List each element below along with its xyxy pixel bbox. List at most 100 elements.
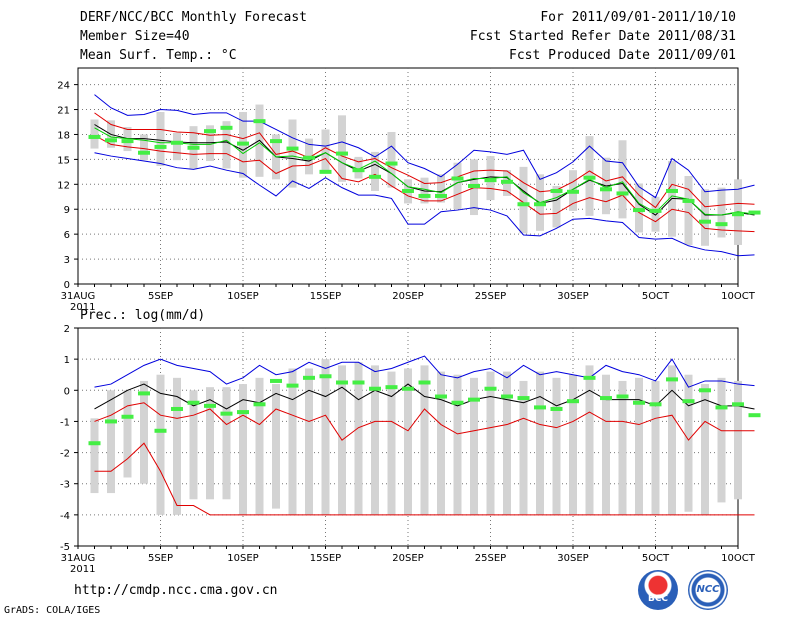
temp-observed-marker [715,222,728,227]
prec-ensemble-box [404,368,412,515]
temp-ensemble-box [437,174,445,203]
prec-ytick-label: -5 [60,542,70,553]
prec-observed-marker [583,375,596,380]
prec-observed-marker [237,410,249,415]
ncc-logo: NCC [688,570,728,610]
temp-ensemble-box [552,185,561,228]
temp-observed-marker [253,119,266,124]
temp-observed-marker [369,174,381,179]
temp-observed-marker [319,169,332,174]
prec-ensemble-box [437,371,445,515]
temp-xtick-label: 30SEP [557,291,588,302]
prec-xtick-label: 20SEP [392,553,423,564]
prec-observed-marker [633,400,645,405]
prec-ensemble-box [354,362,363,515]
temp-observed-marker [600,187,612,192]
prec-ensemble-box [123,390,132,478]
prec-ensemble-box [321,359,330,515]
temp-observed-marker [583,175,596,180]
prec-observed-marker [385,385,398,390]
prec-ensemble-box [371,365,379,515]
prec-ensemble-box [503,371,511,515]
prec-max-line [94,355,755,388]
prec-ensemble-box [668,365,676,515]
prec-xtick-label: 30SEP [557,553,588,564]
prec-observed-marker [369,386,381,391]
temp-observed-marker [666,188,678,193]
temp-observed-marker [633,208,645,213]
prec-ytick-label: 2 [64,324,70,335]
temp-observed-marker [336,151,348,156]
prec-lower-line [94,442,755,516]
prec-observed-marker [649,402,662,407]
prec-observed-marker [352,380,365,385]
prec-ensemble-box [470,377,478,515]
temp-observed-marker [534,202,546,207]
prec-upper-line [94,402,755,441]
prec-observed-marker [748,413,761,418]
prec-observed-marker [402,386,414,391]
prec-ensemble-box [239,384,247,515]
temp-observed-marker [682,198,695,203]
prec-observed-marker [319,374,332,379]
prec-ensemble-box [651,380,660,515]
temp-observed-marker [237,141,249,146]
temp-ensemble-box [288,119,297,188]
temp-observed-marker [121,139,134,144]
temp-ytick-label: 12 [57,180,70,191]
prec-xtick-sublabel: 2011 [70,564,95,575]
prec-ytick-label: -1 [60,417,70,428]
prec-observed-marker [666,377,678,382]
prec-observed-marker [715,405,728,410]
prec-observed-marker [682,399,695,404]
prec-xtick-label: 5OCT [642,553,670,564]
prec-observed-marker [88,441,101,446]
temp-observed-marker [748,210,761,215]
temp-ensemble-box [354,156,363,179]
bcc-logo: BCC [638,570,678,610]
temp-observed-marker [649,208,662,213]
temp-xtick-label: 5OCT [642,291,670,302]
prec-observed-marker [121,414,134,419]
prec-observed-marker [187,400,200,405]
temp-xtick-label: 31AUG [61,291,96,302]
temp-observed-marker [451,176,464,181]
prec-ytick-label: -3 [60,480,70,491]
prec-ytick-label: -4 [60,511,70,522]
prec-xtick-label: 31AUG [61,553,96,564]
temp-observed-marker [138,150,150,155]
temp-ytick-label: 3 [64,255,70,266]
temp-ensemble-box [519,166,528,234]
prec-observed-marker [435,394,447,399]
prec-observed-marker [220,411,233,416]
prec-observed-marker [517,396,530,401]
temp-observed-marker [418,193,431,198]
temp-observed-marker [171,140,183,145]
temp-max-line [94,94,755,199]
temp-observed-marker [435,193,447,198]
temp-ensemble-box [90,119,99,149]
source-url[interactable]: http://cmdp.ncc.cma.gov.cn [74,583,278,598]
prec-observed-marker [286,383,299,388]
chart-title: DERF/NCC/BCC Monthly Forecast [80,10,307,25]
temp-observed-marker [286,146,299,151]
prec-observed-marker [336,380,348,385]
prec-xtick-label: 15SEP [310,553,341,564]
prec-ytick-label: -2 [60,449,70,460]
prec-ensemble-box [486,371,495,515]
prec-observed-marker [418,380,431,385]
temp-ytick-label: 15 [57,155,70,166]
temp-xtick-label: 5SEP [148,291,173,302]
prec-ensemble-box [519,380,528,515]
temp-ensemble-box [173,132,181,161]
ncc-logo-text: NCC [696,584,720,595]
prec-xtick-label: 10SEP [227,553,258,564]
prec-observed-marker [484,386,497,391]
prec-ensemble-box [140,380,148,484]
temp-lower-line [94,134,755,233]
prec-xtick-label: 25SEP [475,553,506,564]
temp-observed-marker [385,161,398,166]
temp-xtick-sublabel: 2011 [70,302,95,313]
prec-observed-marker [303,375,315,380]
